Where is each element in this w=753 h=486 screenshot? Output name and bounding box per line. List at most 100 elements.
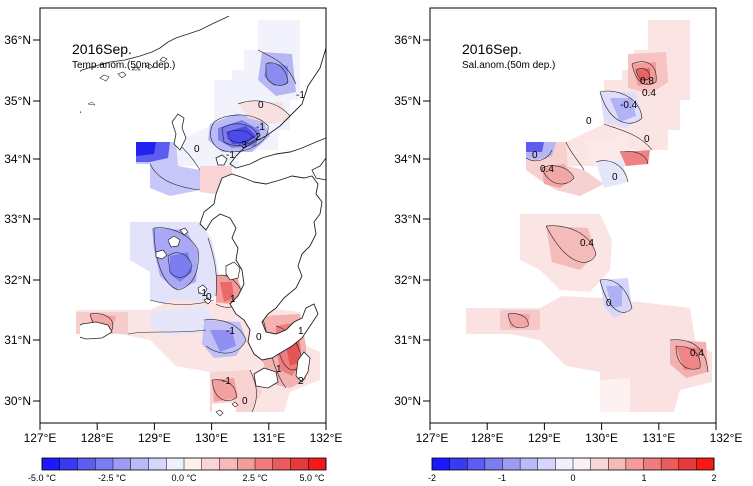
lon-tick-label: 132°E <box>710 431 743 445</box>
contour-label: 0 <box>258 100 264 111</box>
contour-label: -1 <box>256 122 265 133</box>
salinity-lon-labels: 127°E 128°E 129°E 130°E 131°E 132°E <box>416 431 743 445</box>
salinity-field <box>466 20 712 412</box>
contour-label: 0 <box>606 298 612 309</box>
colorbar-swatch <box>467 458 486 470</box>
contour-label: -1 <box>226 326 235 337</box>
lat-tick-label: 35°N <box>394 94 421 108</box>
colorbar-swatch <box>537 458 556 470</box>
contour-label: 0 <box>256 332 262 343</box>
lat-tick-label: 31°N <box>394 333 421 347</box>
colorbar-label: 5.0 °C <box>299 473 325 483</box>
colorbar-swatch <box>184 458 203 470</box>
lon-tick-label: 127°E <box>24 431 57 445</box>
colorbar-swatch <box>590 458 609 470</box>
colorbar-swatch <box>77 458 96 470</box>
salinity-title: 2016Sep. <box>462 41 522 57</box>
lat-tick-label: 30°N <box>394 394 421 408</box>
colorbar-label: -1 <box>498 473 506 483</box>
contour-label: 0 <box>532 150 538 161</box>
temperature-frame <box>39 7 327 424</box>
colorbar-swatch <box>555 458 574 470</box>
contour-label: -1 <box>296 90 305 101</box>
contour-label: 0 <box>586 116 592 127</box>
colorbar-label: -5.0 °C <box>28 473 57 483</box>
lon-tick-label: 128°E <box>471 431 504 445</box>
colorbar-swatch <box>148 458 167 470</box>
colorbar-label: -2 <box>428 473 436 483</box>
salinity-colorbar <box>431 457 715 471</box>
colorbar-swatch <box>432 458 450 470</box>
contour-label: 1 <box>298 326 304 337</box>
colorbar-swatch <box>308 458 327 470</box>
lon-tick-label: 129°E <box>528 431 561 445</box>
colorbar-swatch <box>201 458 220 470</box>
contour-label: 1 <box>276 364 282 375</box>
lat-tick-label: 33°N <box>4 212 31 226</box>
lon-tick-label: 130°E <box>585 431 618 445</box>
contour-label: 0 <box>194 144 200 155</box>
lon-tick-label: 132°E <box>310 431 343 445</box>
lat-tick-label: 31°N <box>4 333 31 347</box>
temperature-ticks <box>33 39 327 430</box>
colorbar-swatch <box>272 458 291 470</box>
colorbar-swatch <box>625 458 644 470</box>
temperature-colorbar-labels: -5.0 °C -2.5 °C 0.0 °C 2.5 °C 5.0 °C <box>28 473 325 483</box>
colorbar-swatch <box>484 458 503 470</box>
colorbar-label: 1 <box>641 473 646 483</box>
colorbar-label: 0 <box>570 473 575 483</box>
colorbar-swatch <box>449 458 468 470</box>
lon-tick-label: 131°E <box>252 431 285 445</box>
contour-label: 0.4 <box>690 348 704 359</box>
temperature-title: 2016Sep. <box>72 41 132 57</box>
colorbar-label: 0.0 °C <box>171 473 197 483</box>
colorbar-swatch <box>130 458 149 470</box>
contour-label: 0.4 <box>580 238 594 249</box>
contour-label: -1 <box>198 288 207 299</box>
colorbar-label: 2.5 °C <box>242 473 268 483</box>
contour-label: 0 <box>206 292 212 303</box>
colorbar-swatch <box>166 458 185 470</box>
lon-tick-label: 129°E <box>138 431 171 445</box>
contour-label: 0.8 <box>640 76 654 87</box>
lat-tick-label: 36°N <box>394 33 421 47</box>
colorbar-swatch <box>573 458 591 470</box>
colorbar-swatch <box>59 458 78 470</box>
contour-label: 0.4 <box>642 88 656 99</box>
colorbar-swatch <box>42 458 61 470</box>
colorbar-swatch <box>502 458 521 470</box>
colorbar-swatch <box>237 458 256 470</box>
contour-label: -2 <box>252 132 261 143</box>
colorbar-swatch <box>678 458 697 470</box>
temperature-lat-labels: 36°N 35°N 34°N 33°N 32°N 31°N 30°N <box>4 33 31 408</box>
lon-tick-label: 131°E <box>642 431 675 445</box>
salinity-contour-labels: 0.8 0.4 -0.4 0 0 0 0.4 0 0.4 0 0.4 <box>532 76 704 359</box>
contour-label: 0 <box>242 396 248 407</box>
colorbar-swatch <box>95 458 114 470</box>
lon-tick-label: 127°E <box>416 431 449 445</box>
lat-tick-label: 36°N <box>4 33 31 47</box>
salinity-lat-labels: 36°N 35°N 34°N 33°N 32°N 31°N 30°N <box>394 33 421 408</box>
lat-tick-label: 32°N <box>4 273 31 287</box>
colorbar-swatch <box>113 458 132 470</box>
salinity-subtitle: Sal.anom.(50m dep.) <box>462 60 555 71</box>
lat-tick-label: 34°N <box>394 152 421 166</box>
lat-tick-label: 35°N <box>4 94 31 108</box>
contour-label: -3 <box>238 140 247 151</box>
temperature-contour-labels: 0 -1 -2 -3 0 -1 -1 0 1 -1 0 1 2 1 -1 -1 … <box>194 90 305 407</box>
colorbar-label: -2.5 °C <box>98 473 127 483</box>
colorbar-swatch <box>661 458 680 470</box>
colorbar-swatch <box>696 458 715 470</box>
salinity-panel: 0.8 0.4 -0.4 0 0 0 0.4 0 0.4 0 0.4 2016S… <box>394 7 743 483</box>
temperature-colorbar <box>41 457 327 471</box>
lat-tick-label: 30°N <box>4 394 31 408</box>
contour-label: -1 <box>226 150 235 161</box>
contour-label: -0.4 <box>620 100 638 111</box>
colorbar-swatch <box>290 458 309 470</box>
lon-tick-label: 128°E <box>81 431 114 445</box>
salinity-frame <box>429 7 717 424</box>
lon-tick-label: 130°E <box>195 431 228 445</box>
colorbar-swatch <box>219 458 238 470</box>
colorbar-swatch <box>255 458 274 470</box>
